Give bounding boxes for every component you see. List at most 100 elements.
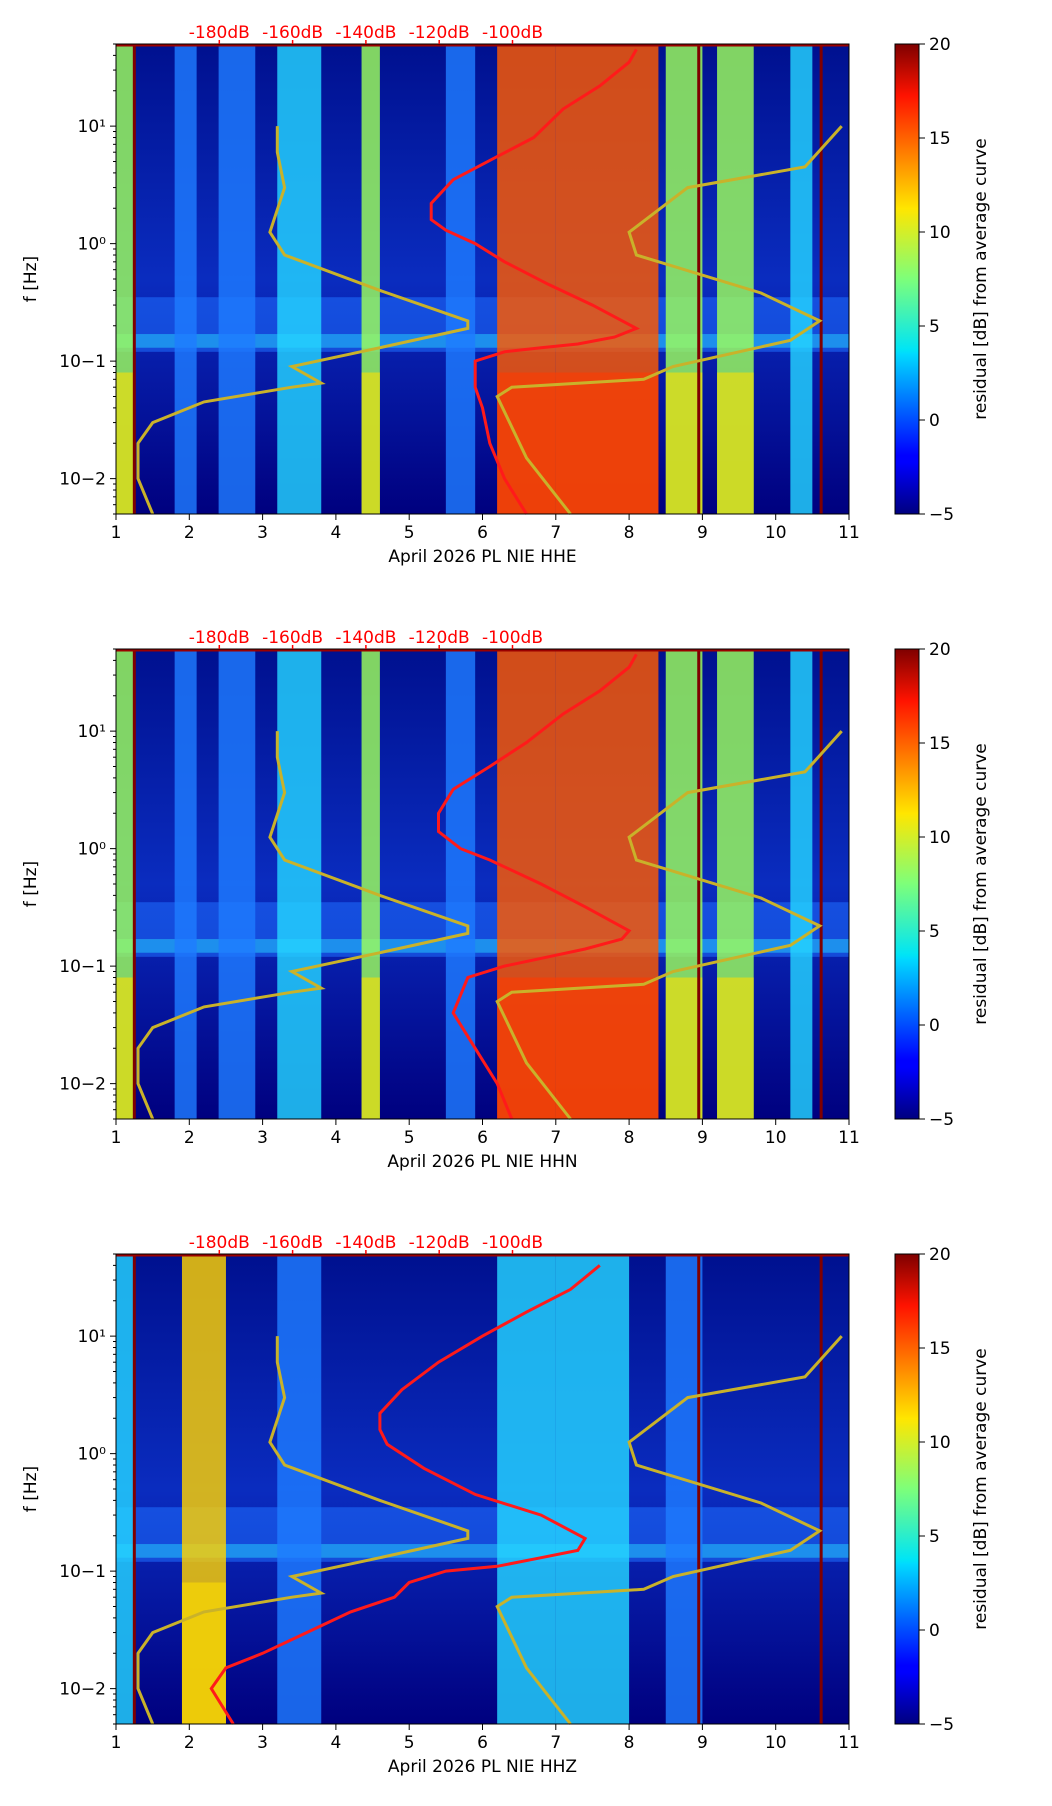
y-axis-label: f [Hz] xyxy=(21,861,41,907)
reference-curve-yellow xyxy=(136,1336,470,1725)
x-tick-label: 3 xyxy=(257,1733,268,1753)
band-column xyxy=(497,1254,556,1724)
y-axis-label: f [Hz] xyxy=(21,1466,41,1512)
x-tick-label: 10 xyxy=(765,1128,787,1148)
x-axis-label: April 2026 PL NIE HHE xyxy=(388,547,576,567)
band-column xyxy=(445,649,476,1119)
top-tick-label: -180dB xyxy=(189,1233,250,1253)
x-tick-label: 7 xyxy=(550,1733,561,1753)
top-tick-label: -180dB xyxy=(189,23,250,43)
top-tick-label: -160dB xyxy=(262,628,323,648)
band-column xyxy=(277,649,322,1119)
band-column xyxy=(116,1254,135,1724)
reference-curve-yellow xyxy=(136,126,470,515)
x-tick-label: 10 xyxy=(765,1733,787,1753)
x-tick-label: 11 xyxy=(838,1733,860,1753)
band-column xyxy=(218,649,256,1119)
top-tick-label: -120dB xyxy=(409,1233,470,1253)
colorbar xyxy=(894,648,920,1120)
band-column xyxy=(790,44,813,514)
top-tick-label: -140dB xyxy=(335,1233,396,1253)
chart-panel-2: 1 2 3 4 5 6 7 8 9 10 11 April 2026 PL NIE HHN 10−2 10… xyxy=(21,628,991,1172)
x-tick-label: 5 xyxy=(404,1128,415,1148)
colorbar-tick-label: 20 xyxy=(929,640,951,660)
reference-curve-yellow xyxy=(495,125,843,515)
top-tick-label: -180dB xyxy=(189,628,250,648)
band-column xyxy=(277,1254,322,1724)
top-tick-label: -100dB xyxy=(482,23,543,43)
plot-background xyxy=(116,1254,849,1724)
band-column xyxy=(790,649,813,1119)
y-tick-label: 10−2 xyxy=(59,470,106,490)
band-column-low xyxy=(361,372,380,514)
colorbar-tick-label: 0 xyxy=(929,411,940,431)
band-column xyxy=(174,44,197,514)
x-tick-label: 6 xyxy=(477,523,488,543)
y-tick-label: 10−1 xyxy=(59,957,106,977)
top-tick-label: -160dB xyxy=(262,23,323,43)
top-tick-label: -100dB xyxy=(482,628,543,648)
colorbar-tick-label: 10 xyxy=(929,1433,951,1453)
y-tick-label: 10¹ xyxy=(78,117,106,137)
y-tick-label: 10−1 xyxy=(59,352,106,372)
colorbar-tick-label: −5 xyxy=(929,505,954,525)
y-tick-label: 10⁰ xyxy=(78,235,107,255)
x-tick-label: 3 xyxy=(257,1128,268,1148)
band-column-low xyxy=(717,977,754,1119)
colorbar-tick-label: 10 xyxy=(929,223,951,243)
average-curve-red xyxy=(209,1264,601,1725)
colorbar-tick-label: 0 xyxy=(929,1621,940,1641)
band-column-low xyxy=(555,372,659,514)
colorbar-tick-label: 20 xyxy=(929,1245,951,1265)
band-column-low xyxy=(665,977,703,1119)
y-tick-label: 10−1 xyxy=(59,1562,106,1582)
x-tick-label: 4 xyxy=(330,1128,341,1148)
chart-panel-1: 1 2 3 4 5 6 7 8 9 10 11 April 2026 PL NIE HHE 10−2 10… xyxy=(21,23,991,567)
average-curve-red xyxy=(429,48,640,515)
average-curve-red xyxy=(437,653,638,1120)
colorbar-label: residual [dB] from average curve xyxy=(971,1348,991,1629)
y-tick-label: 10−2 xyxy=(59,1680,106,1700)
colorbar-label: residual [dB] from average curve xyxy=(971,743,991,1024)
colorbar xyxy=(894,1253,920,1725)
x-tick-label: 8 xyxy=(624,1128,635,1148)
band-column-low xyxy=(717,372,754,514)
x-tick-label: 6 xyxy=(477,1733,488,1753)
colorbar-tick-label: 15 xyxy=(929,129,951,149)
x-tick-label: 11 xyxy=(838,523,860,543)
x-tick-label: 1 xyxy=(111,1733,122,1753)
x-tick-label: 1 xyxy=(111,523,122,543)
band-column-low xyxy=(665,372,703,514)
colorbar-label: residual [dB] from average curve xyxy=(971,138,991,419)
y-tick-label: 10−2 xyxy=(59,1075,106,1095)
x-tick-label: 9 xyxy=(697,1733,708,1753)
band-column-low xyxy=(116,372,135,514)
x-tick-label: 2 xyxy=(184,1733,195,1753)
chart-panel-3: 1 2 3 4 5 6 7 8 9 10 11 April 2026 PL NIE HHZ 10−2 10… xyxy=(21,1233,991,1777)
x-tick-label: 5 xyxy=(404,1733,415,1753)
y-tick-label: 10⁰ xyxy=(78,840,107,860)
x-tick-label: 4 xyxy=(330,523,341,543)
colorbar-tick-label: 20 xyxy=(929,35,951,55)
x-tick-label: 8 xyxy=(624,523,635,543)
band-column xyxy=(218,44,256,514)
reference-curve-yellow xyxy=(495,1335,843,1725)
colorbar-tick-label: 5 xyxy=(929,317,940,337)
band-column xyxy=(174,649,197,1119)
x-tick-label: 4 xyxy=(330,1733,341,1753)
colorbar-tick-label: 15 xyxy=(929,734,951,754)
band-column-low xyxy=(497,977,556,1119)
x-axis-label: April 2026 PL NIE HHZ xyxy=(388,1757,577,1777)
x-tick-label: 1 xyxy=(111,1128,122,1148)
band-column-low xyxy=(116,977,135,1119)
top-tick-label: -100dB xyxy=(482,1233,543,1253)
y-tick-label: 10¹ xyxy=(78,1327,106,1347)
y-tick-label: 10⁰ xyxy=(78,1445,107,1465)
band-column-low xyxy=(497,372,556,514)
colorbar-tick-label: 5 xyxy=(929,922,940,942)
x-tick-label: 6 xyxy=(477,1128,488,1148)
top-tick-label: -120dB xyxy=(409,23,470,43)
x-tick-label: 5 xyxy=(404,523,415,543)
colorbar-tick-label: 5 xyxy=(929,1527,940,1547)
